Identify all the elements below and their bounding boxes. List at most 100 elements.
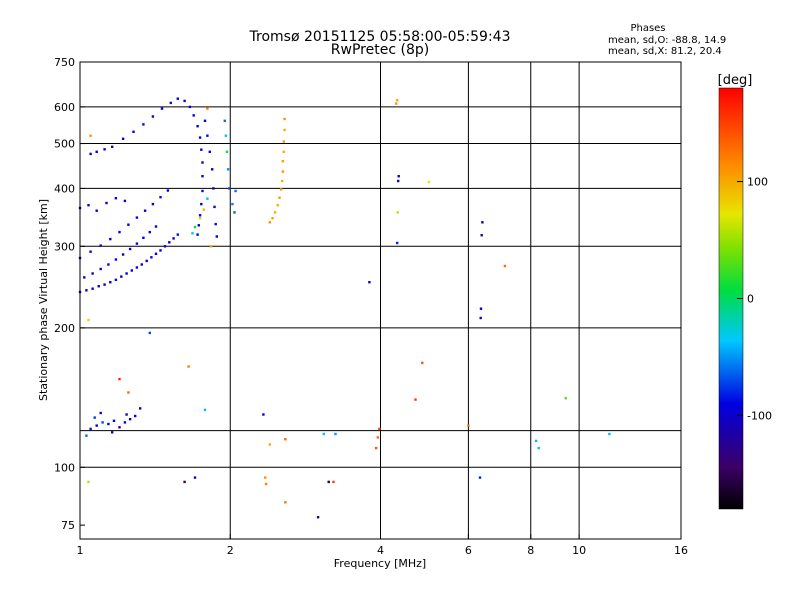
data-point xyxy=(281,160,285,163)
data-point xyxy=(228,187,231,190)
data-point xyxy=(183,480,186,484)
data-point xyxy=(143,209,147,212)
data-point xyxy=(264,476,267,479)
data-point xyxy=(105,201,108,205)
data-point xyxy=(283,128,286,132)
data-point xyxy=(95,150,98,153)
x-axis-ticks: 1 2 4 6 8 10 16 xyxy=(77,534,688,557)
data-point xyxy=(183,99,186,103)
data-point xyxy=(93,416,96,419)
chart-subtitle: RwPretec (8p) xyxy=(331,42,429,58)
data-point xyxy=(282,150,285,153)
data-point xyxy=(206,197,209,200)
data-point xyxy=(368,281,371,284)
data-point xyxy=(135,242,139,245)
data-point xyxy=(203,408,207,412)
data-point xyxy=(211,168,214,171)
data-point xyxy=(421,361,424,365)
data-point xyxy=(111,145,114,148)
data-point xyxy=(142,236,145,239)
data-point xyxy=(111,431,114,434)
x-tick-label: 2 xyxy=(227,544,234,557)
data-point xyxy=(114,258,118,261)
data-point xyxy=(151,202,155,206)
data-point xyxy=(132,130,135,133)
data-point xyxy=(154,252,158,255)
y-tick-label: 75 xyxy=(61,519,75,532)
data-point xyxy=(284,438,287,441)
data-point xyxy=(145,259,148,263)
data-point xyxy=(120,275,123,278)
data-point xyxy=(198,214,202,217)
data-point xyxy=(196,125,199,128)
data-point xyxy=(200,148,203,151)
data-point xyxy=(123,199,127,203)
data-point xyxy=(397,179,400,183)
data-point xyxy=(608,432,611,436)
data-point xyxy=(109,281,112,284)
data-point xyxy=(209,245,213,248)
data-point xyxy=(280,179,284,183)
data-point xyxy=(91,287,94,290)
data-point xyxy=(273,211,277,214)
data-point xyxy=(107,422,110,426)
data-point xyxy=(176,233,179,236)
data-point xyxy=(479,316,482,320)
x-tick-label: 8 xyxy=(527,544,534,557)
y-tick-label: 300 xyxy=(54,240,75,253)
chart-title: Tromsø 20151125 05:58:00-05:59:43 xyxy=(249,29,511,45)
data-point xyxy=(101,421,104,424)
data-point xyxy=(201,161,204,164)
data-point xyxy=(376,436,379,439)
y-tick-label: 100 xyxy=(54,461,75,474)
data-point xyxy=(151,115,155,118)
data-point xyxy=(148,331,151,335)
data-point xyxy=(114,278,118,281)
data-point xyxy=(212,187,215,190)
data-point xyxy=(224,134,228,137)
data-point xyxy=(225,150,229,153)
data-point xyxy=(193,225,197,229)
data-point xyxy=(139,407,142,410)
data-point xyxy=(223,119,226,122)
data-point xyxy=(169,101,172,105)
data-point xyxy=(163,245,167,248)
data-point xyxy=(264,482,268,486)
data-point xyxy=(166,189,170,192)
data-point xyxy=(198,217,202,220)
data-point xyxy=(193,476,197,479)
data-point xyxy=(197,224,200,227)
x-tick-label: 1 xyxy=(77,544,84,557)
data-point xyxy=(159,249,162,252)
data-point xyxy=(332,480,335,484)
data-point xyxy=(172,237,175,240)
data-point xyxy=(203,119,207,122)
data-point xyxy=(188,105,192,109)
data-point xyxy=(89,250,92,253)
data-point xyxy=(103,148,106,151)
data-point xyxy=(142,123,145,126)
data-point xyxy=(150,256,153,259)
colorbar-tick-label: 100 xyxy=(747,176,768,189)
y-tick-label: 500 xyxy=(54,138,75,151)
data-point xyxy=(107,263,110,266)
data-point xyxy=(125,272,128,275)
data-point xyxy=(282,140,285,143)
data-point xyxy=(198,136,202,139)
data-point xyxy=(467,424,470,427)
data-point xyxy=(121,253,125,256)
data-point xyxy=(160,107,164,110)
data-point xyxy=(564,397,567,400)
data-point xyxy=(112,419,116,422)
data-point xyxy=(396,211,399,214)
data-point xyxy=(276,204,279,207)
data-point xyxy=(427,180,431,184)
data-point xyxy=(322,432,325,436)
data-point xyxy=(201,189,204,193)
data-point xyxy=(109,237,112,241)
data-point xyxy=(262,413,265,416)
data-point xyxy=(206,107,209,110)
data-point xyxy=(327,480,330,484)
data-point xyxy=(268,221,271,224)
data-point xyxy=(191,232,194,235)
